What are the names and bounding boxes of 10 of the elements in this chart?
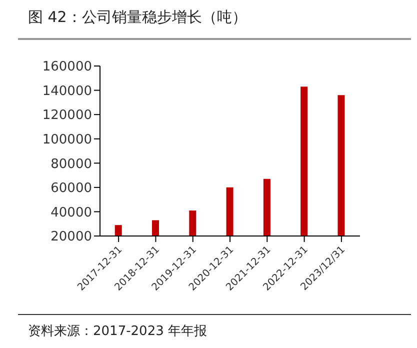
y-tick-label: 100000: [42, 132, 92, 148]
y-tick-label: 60000: [50, 181, 92, 196]
y-tick-label: 140000: [42, 84, 92, 99]
chart-title: 图 42：公司销量稳步增长（吨）: [28, 8, 247, 27]
text: 资料来源：2017-2023 年年报: [28, 323, 207, 340]
y-tick-label: 120000: [42, 108, 92, 124]
y-tick-label: 40000: [50, 205, 92, 220]
y-tick-label: 80000: [50, 156, 92, 172]
y-tick-label: 20000: [50, 230, 92, 245]
y-tick-label: 160000: [42, 60, 92, 75]
